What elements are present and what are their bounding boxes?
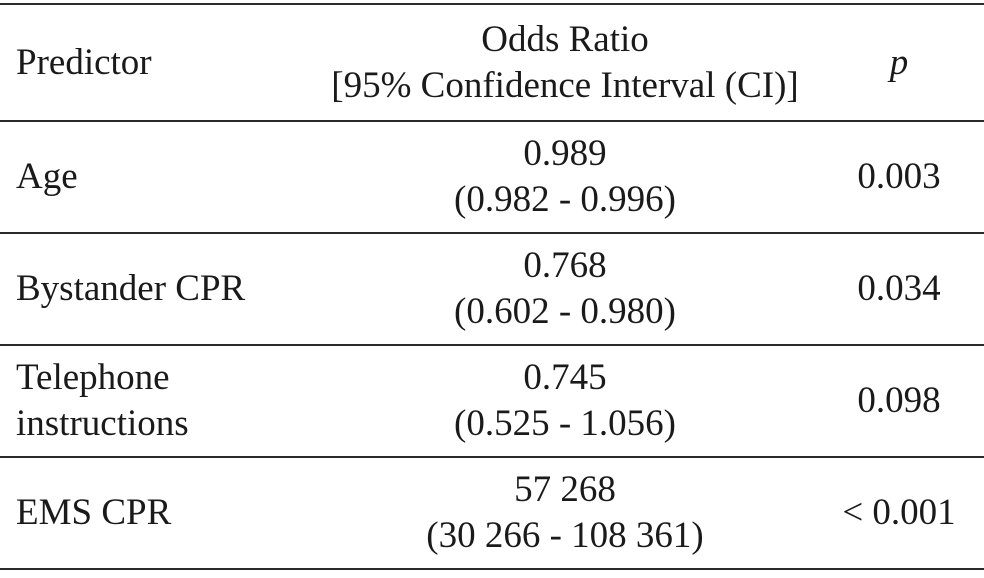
predictor-label: Age [16, 156, 78, 197]
predictor-cell: EMS CPR [0, 457, 316, 570]
odds-ratio-cell: 57 268 (30 266 - 108 361) [316, 457, 814, 570]
p-value-cell: 0.003 [814, 121, 984, 234]
odds-ratio-value: 57 268 [514, 469, 616, 510]
confidence-interval-value: (0.602 - 0.980) [454, 291, 676, 332]
p-value: 0.003 [857, 156, 941, 197]
header-predictor-label: Predictor [16, 41, 152, 83]
p-value-cell: < 0.001 [814, 457, 984, 570]
odds-ratio-table: Predictor Odds Ratio [95% Confidence Int… [0, 3, 984, 570]
header-row: Predictor Odds Ratio [95% Confidence Int… [0, 3, 984, 122]
p-value: 0.034 [857, 268, 941, 309]
predictor-label: Bystander CPR [16, 268, 246, 309]
table-row: Bystander CPR 0.768 (0.602 - 0.980) 0.03… [0, 233, 984, 346]
p-value-cell: 0.034 [814, 233, 984, 346]
odds-ratio-cell: 0.745 (0.525 - 1.056) [316, 345, 814, 458]
header-predictor: Predictor [0, 3, 316, 122]
confidence-interval-value: (30 266 - 108 361) [426, 515, 704, 556]
odds-ratio-cell: 0.768 (0.602 - 0.980) [316, 233, 814, 346]
odds-ratio-cell: 0.989 (0.982 - 0.996) [316, 121, 814, 234]
predictor-cell: Bystander CPR [0, 233, 316, 346]
predictor-label: EMS CPR [16, 492, 172, 533]
confidence-interval-value: (0.982 - 0.996) [454, 179, 676, 220]
header-p: p [814, 3, 984, 122]
header-odds-ratio: Odds Ratio [95% Confidence Interval (CI)… [316, 3, 814, 122]
confidence-interval-value: (0.525 - 1.056) [454, 403, 676, 444]
table-body: Age 0.989 (0.982 - 0.996) 0.003 Bystande… [0, 121, 984, 570]
table-header: Predictor Odds Ratio [95% Confidence Int… [0, 3, 984, 122]
table-row: Telephone instructions 0.745 (0.525 - 1.… [0, 345, 984, 458]
odds-ratio-value: 0.745 [523, 357, 607, 398]
predictor-label: Telephone [16, 357, 170, 398]
header-ci-label: [95% Confidence Interval (CI)] [331, 64, 799, 106]
p-value-cell: 0.098 [814, 345, 984, 458]
predictor-cell: Age [0, 121, 316, 234]
table-row: Age 0.989 (0.982 - 0.996) 0.003 [0, 121, 984, 234]
table-row: EMS CPR 57 268 (30 266 - 108 361) < 0.00… [0, 457, 984, 570]
header-p-label: p [889, 41, 909, 83]
p-value: < 0.001 [842, 492, 956, 533]
header-odds-ratio-label: Odds Ratio [481, 18, 649, 60]
odds-ratio-value: 0.768 [523, 245, 607, 286]
predictor-label-continued: instructions [16, 403, 189, 444]
odds-ratio-value: 0.989 [523, 133, 607, 174]
p-value: 0.098 [857, 380, 941, 421]
predictor-cell: Telephone instructions [0, 345, 316, 458]
